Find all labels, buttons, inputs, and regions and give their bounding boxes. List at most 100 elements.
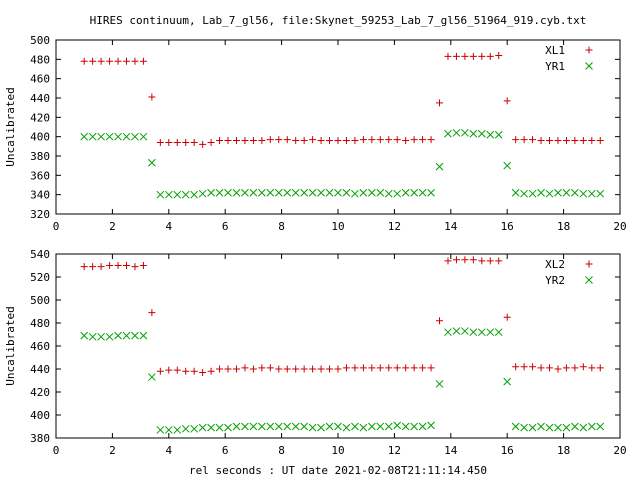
data-point-shape <box>283 365 291 373</box>
y-tick-label: 340 <box>30 189 50 202</box>
data-point <box>579 137 587 145</box>
data-point <box>266 188 275 197</box>
data-point-shape <box>554 423 562 432</box>
data-point-shape <box>342 423 351 432</box>
data-point <box>427 188 435 197</box>
data-point <box>494 130 503 139</box>
data-point <box>367 422 376 431</box>
legend-label-xl2: XL2 <box>545 258 565 271</box>
data-point-shape <box>486 52 494 60</box>
data-point <box>393 364 401 372</box>
data-point <box>588 137 596 145</box>
data-point-shape <box>495 51 503 59</box>
x-tick-label: 14 <box>444 444 458 457</box>
data-point <box>122 132 131 141</box>
data-point-shape <box>275 365 283 373</box>
data-point-shape <box>266 422 275 431</box>
data-point <box>283 136 291 144</box>
y-tick-label: 420 <box>30 111 50 124</box>
data-point-shape <box>376 422 385 431</box>
data-point-shape <box>156 138 164 146</box>
data-point <box>97 57 105 65</box>
data-point-shape <box>106 262 114 269</box>
data-point-shape <box>461 128 469 137</box>
data-point-shape <box>148 158 156 167</box>
data-point-shape <box>359 423 368 432</box>
data-point <box>359 423 368 432</box>
data-point <box>529 136 537 144</box>
data-point-shape <box>122 132 131 141</box>
data-point-shape <box>139 331 148 340</box>
x-tick-label: 16 <box>501 220 514 233</box>
x-tick-label: 10 <box>331 444 344 457</box>
data-point <box>241 137 249 145</box>
data-point <box>419 364 427 372</box>
data-point <box>139 132 148 141</box>
data-point-shape <box>114 132 122 141</box>
data-point-shape <box>376 364 384 372</box>
data-point-shape <box>503 313 511 321</box>
y-tick-label: 520 <box>30 271 50 284</box>
data-point <box>139 331 148 340</box>
data-point-shape <box>562 423 571 432</box>
data-point-shape <box>342 137 350 145</box>
data-point <box>325 422 334 431</box>
data-point <box>478 52 486 60</box>
data-point-shape <box>402 364 410 372</box>
data-point-shape <box>97 263 105 271</box>
data-point-shape <box>384 422 393 431</box>
data-point <box>529 363 537 371</box>
data-point <box>165 138 173 146</box>
data-point <box>486 328 495 337</box>
data-point-shape <box>359 136 367 144</box>
data-point <box>88 332 97 341</box>
data-point-shape <box>351 137 359 145</box>
data-point <box>207 188 215 197</box>
data-point-shape <box>427 364 435 372</box>
data-point-shape <box>486 130 495 139</box>
data-point <box>351 364 359 372</box>
data-point <box>342 137 350 145</box>
data-point-shape <box>300 422 309 431</box>
data-point <box>334 188 342 197</box>
data-point <box>334 422 342 431</box>
legend-marker-xl2 <box>585 260 593 268</box>
data-point-shape <box>317 423 325 432</box>
data-point <box>106 57 114 65</box>
data-point-shape <box>241 422 249 431</box>
data-point <box>215 423 224 432</box>
data-point <box>207 423 215 432</box>
legend-marker-yr2 <box>585 276 593 284</box>
data-point-shape <box>89 57 97 65</box>
data-point <box>503 313 511 321</box>
data-point <box>326 365 334 373</box>
data-point-shape <box>131 263 139 271</box>
data-point <box>596 422 605 431</box>
data-point-shape <box>461 327 469 335</box>
data-point-shape <box>182 367 190 375</box>
data-point-shape <box>80 331 89 340</box>
data-point <box>571 137 579 145</box>
data-point <box>571 188 579 197</box>
data-point <box>562 423 571 432</box>
data-point-shape <box>359 364 367 372</box>
data-point-shape <box>410 364 418 372</box>
data-point-shape <box>512 363 520 371</box>
legend-marker-xl2-shape <box>585 260 593 268</box>
data-point-shape <box>444 257 452 265</box>
data-point-shape <box>495 257 503 265</box>
data-point <box>477 328 486 337</box>
data-point-shape <box>393 421 402 430</box>
data-point <box>258 137 266 145</box>
data-point <box>182 138 190 146</box>
data-point-shape <box>587 422 596 431</box>
data-point <box>156 367 164 375</box>
x-tick-label: 4 <box>165 220 172 233</box>
data-point-shape <box>309 136 317 144</box>
data-point <box>579 363 587 371</box>
data-point-shape <box>190 190 199 199</box>
data-point <box>385 364 393 372</box>
data-point <box>173 426 182 434</box>
panel-1: 0 2 4 6 8 10 12 14 16 18 20 320 340 360 380 400 420 440 46… <box>4 34 627 233</box>
data-point <box>342 423 351 432</box>
